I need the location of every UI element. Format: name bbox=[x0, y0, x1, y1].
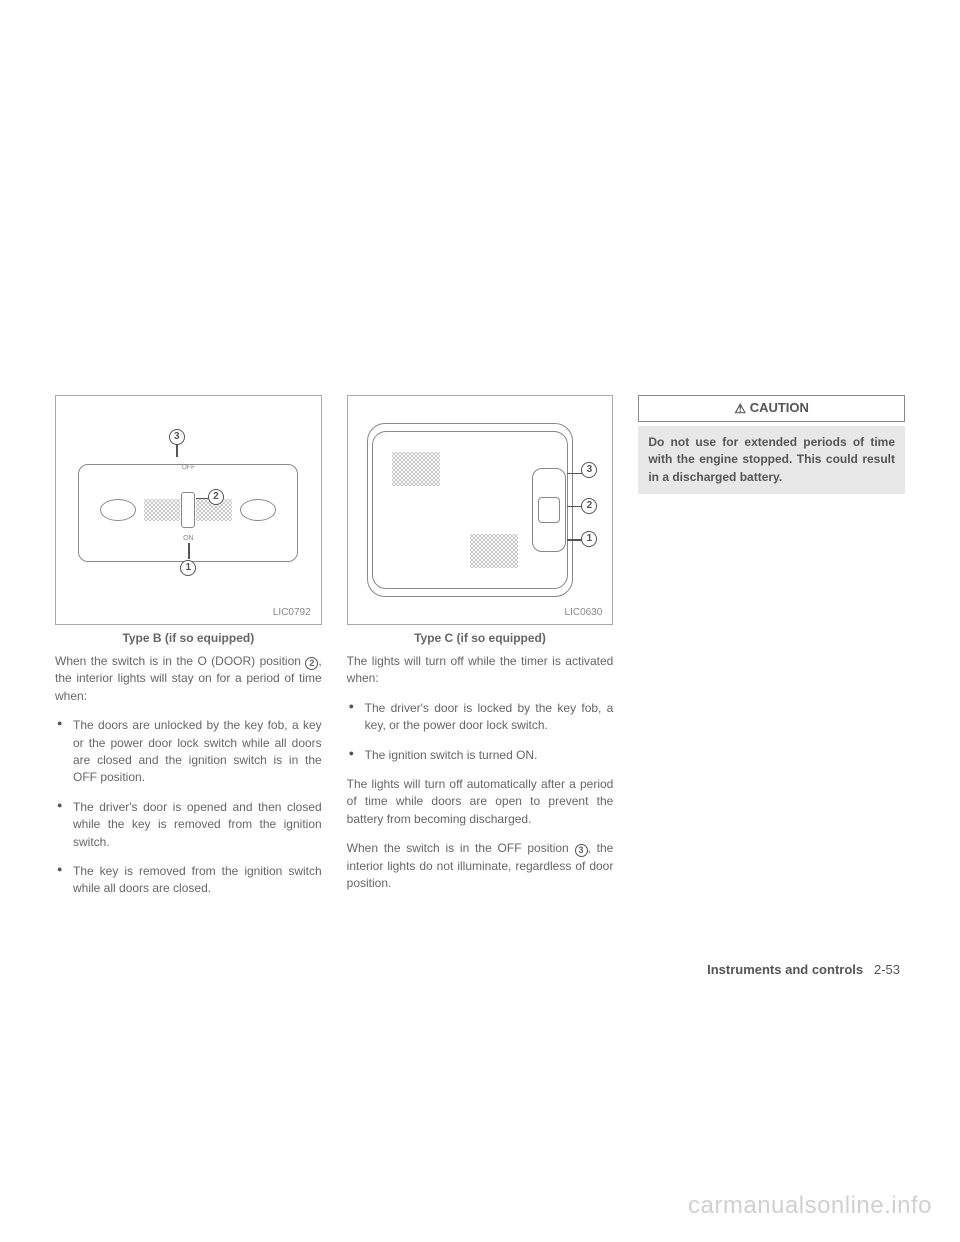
list-item: The doors are unlocked by the key fob, a… bbox=[55, 717, 322, 787]
watermark: carmanualsonline.info bbox=[688, 1192, 932, 1220]
section-name: Instruments and controls bbox=[707, 962, 863, 977]
ref-num: 2 bbox=[305, 657, 318, 670]
figure-caption: Type B (if so equipped) bbox=[55, 631, 322, 645]
figure-code: LIC0792 bbox=[273, 607, 311, 618]
figure-c: 1 2 3 LIC0630 bbox=[347, 395, 614, 625]
ref-num: 3 bbox=[575, 844, 588, 857]
list-item: The ignition switch is turned ON. bbox=[347, 747, 614, 764]
warning-icon: ⚠ bbox=[734, 401, 746, 416]
list-item: The key is removed from the ignition swi… bbox=[55, 863, 322, 898]
caution-header: ⚠ CAUTION bbox=[638, 395, 905, 422]
list-item: The driver's door is locked by the key f… bbox=[347, 700, 614, 735]
bullet-list: The driver's door is locked by the key f… bbox=[347, 700, 614, 764]
page-content: OFF ON 1 2 3 LIC0792 Type B (if so equip… bbox=[55, 395, 905, 910]
caution-body: Do not use for extended periods of time … bbox=[638, 426, 905, 494]
paragraph: The lights will turn off while the timer… bbox=[347, 653, 614, 688]
page-number: 2-53 bbox=[874, 962, 900, 977]
figure-code: LIC0630 bbox=[565, 607, 603, 618]
figure-b: OFF ON 1 2 3 LIC0792 bbox=[55, 395, 322, 625]
paragraph: The lights will turn off automatically a… bbox=[347, 776, 614, 828]
column-middle: 1 2 3 LIC0630 Type C (if so equipped) Th… bbox=[347, 395, 614, 910]
text: When the switch is in the O (DOOR) posit… bbox=[55, 654, 305, 668]
text: When the switch is in the OFF position bbox=[347, 841, 575, 855]
page-footer: Instruments and controls 2-53 bbox=[707, 962, 900, 977]
column-left: OFF ON 1 2 3 LIC0792 Type B (if so equip… bbox=[55, 395, 322, 910]
paragraph: When the switch is in the O (DOOR) posit… bbox=[55, 653, 322, 705]
list-item: The driver's door is opened and then clo… bbox=[55, 799, 322, 851]
column-right: ⚠ CAUTION Do not use for extended period… bbox=[638, 395, 905, 910]
caution-label: CAUTION bbox=[750, 400, 809, 415]
paragraph: When the switch is in the OFF position 3… bbox=[347, 840, 614, 892]
bullet-list: The doors are unlocked by the key fob, a… bbox=[55, 717, 322, 898]
figure-caption: Type C (if so equipped) bbox=[347, 631, 614, 645]
